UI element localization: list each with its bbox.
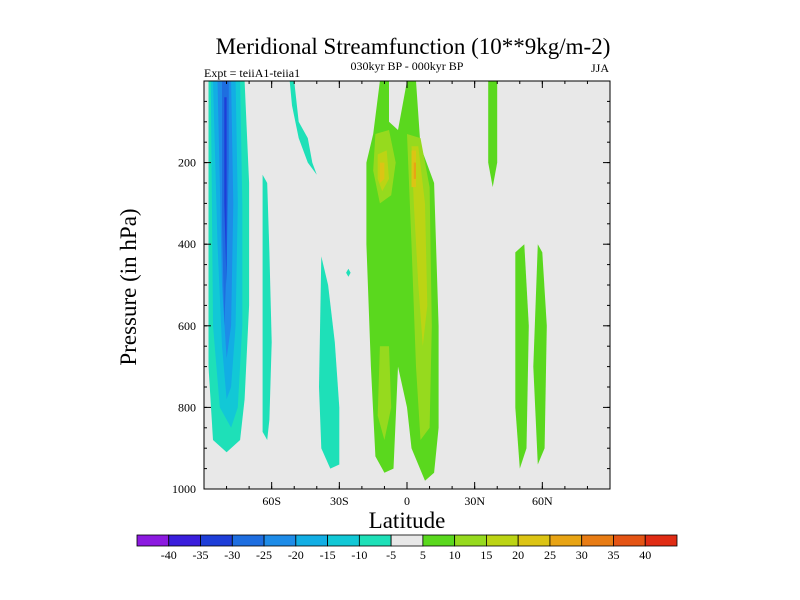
colorbar-box bbox=[644, 534, 678, 547]
plot-area bbox=[204, 81, 610, 489]
contour-region-pos-green-right-c bbox=[533, 244, 547, 465]
contour-region-pos-green-right-a bbox=[488, 81, 498, 188]
colorbar-box bbox=[263, 534, 297, 547]
y-tick-label: 200 bbox=[178, 156, 196, 170]
colorbar-label: -20 bbox=[288, 548, 304, 562]
colorbar-box bbox=[231, 534, 265, 547]
x-tick-label: 0 bbox=[404, 494, 410, 508]
colorbar-box bbox=[549, 534, 583, 547]
colorbar-label: -25 bbox=[256, 548, 272, 562]
colorbar-label: -5 bbox=[386, 548, 396, 562]
colorbar-box bbox=[454, 534, 487, 547]
y-tick-label: 1000 bbox=[172, 482, 196, 496]
colorbar-box bbox=[581, 534, 614, 547]
contour-region-upper-blob-a bbox=[289, 81, 317, 175]
contour-region-tiny-dot bbox=[346, 268, 351, 277]
colorbar-box bbox=[200, 534, 233, 547]
y-tick-label: 800 bbox=[178, 400, 196, 414]
contour-region-mid-tongue-60s bbox=[262, 174, 272, 441]
colorbar-box bbox=[517, 534, 551, 547]
colorbar-label: 20 bbox=[512, 548, 524, 562]
contour-region-pos-25 bbox=[379, 162, 385, 183]
x-tick-label: 30N bbox=[464, 494, 485, 508]
contour-region-pos-15-c bbox=[377, 346, 392, 440]
y-tick-label: 400 bbox=[178, 237, 196, 251]
contour-region-pos-green-right-b bbox=[515, 244, 529, 469]
y-tick-label: 600 bbox=[178, 319, 196, 333]
colorbar-label: -15 bbox=[320, 548, 336, 562]
x-axis-label: Latitude bbox=[369, 508, 446, 533]
colorbar-label: 25 bbox=[544, 548, 556, 562]
colorbar-label: -30 bbox=[224, 548, 240, 562]
colorbar-label: -10 bbox=[351, 548, 367, 562]
colorbar-box bbox=[486, 534, 519, 547]
contour-region-sh-neg-35 bbox=[224, 97, 227, 285]
colorbar-box bbox=[390, 534, 424, 547]
colorbar-box bbox=[295, 534, 328, 547]
colorbar-label: -35 bbox=[193, 548, 209, 562]
colorbar-box bbox=[422, 534, 456, 547]
colorbar-box bbox=[136, 534, 170, 547]
contour-region-mid-tongue-40s bbox=[319, 256, 340, 469]
colorbar-label: -40 bbox=[161, 548, 177, 562]
right-string: JJA bbox=[591, 61, 609, 75]
colorbar-box bbox=[327, 534, 360, 547]
colorbar: -40 -35 -30 -25 -20 -15 -10 -5 5 10 15 20 25 30 35 40 bbox=[136, 534, 678, 562]
contour-region-pos-20-b bbox=[411, 146, 428, 347]
colorbar-label: 40 bbox=[639, 548, 651, 562]
colorbar-label: 35 bbox=[607, 548, 619, 562]
chart-title: Meridional Streamfunction (10**9kg/m-2) bbox=[216, 34, 611, 59]
colorbar-label: 30 bbox=[576, 548, 588, 562]
axes: 60S 30S 0 30N 60N 200 400 600 800 1000 bbox=[172, 80, 611, 508]
contour-region-pos-30 bbox=[413, 162, 416, 179]
colorbar-label: 15 bbox=[480, 548, 492, 562]
x-tick-label: 60N bbox=[532, 494, 553, 508]
y-axis-label: Pressure (in hPa) bbox=[116, 208, 141, 365]
left-string: Expt = teiiA1-teiia1 bbox=[204, 66, 300, 80]
colorbar-label: 10 bbox=[449, 548, 461, 562]
x-tick-label: 60S bbox=[262, 494, 281, 508]
colorbar-box bbox=[613, 534, 646, 547]
center-string: 030kyr BP - 000kyr BP bbox=[351, 59, 464, 73]
x-tick-label: 30S bbox=[330, 494, 349, 508]
colorbar-box bbox=[358, 534, 392, 547]
colorbar-box bbox=[168, 534, 201, 547]
colorbar-label: 5 bbox=[420, 548, 426, 562]
